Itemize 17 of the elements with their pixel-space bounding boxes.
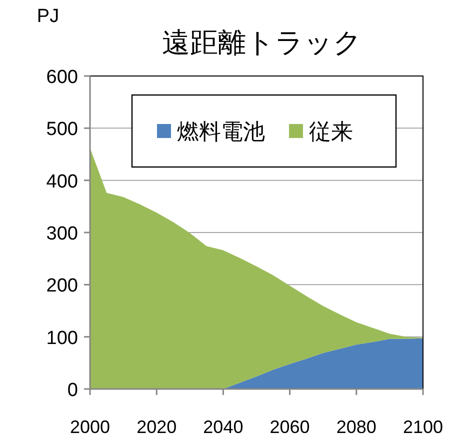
x-tick-label: 2100 (402, 417, 444, 437)
y-axis-title: PJ (36, 6, 60, 27)
y-tick-label: 300 (46, 224, 78, 244)
legend-label: 従来 (309, 119, 353, 144)
x-tick-label: 2040 (203, 417, 244, 437)
y-tick-label: 400 (46, 171, 78, 192)
x-tick-label: 2000 (70, 417, 110, 437)
x-tick-label: 2080 (336, 417, 376, 437)
y-tick-label: 100 (46, 328, 78, 349)
y-tick-label: 600 (46, 67, 78, 88)
x-tick-label: 2020 (136, 417, 177, 437)
y-tick-label: 500 (46, 119, 78, 140)
legend-label: 燃料電池 (177, 119, 265, 144)
y-tick-label: 0 (67, 380, 78, 401)
y-tick-label: 200 (46, 276, 78, 297)
chart-title: 遠距離トラック (162, 27, 362, 58)
x-tick-label: 2060 (270, 417, 310, 437)
